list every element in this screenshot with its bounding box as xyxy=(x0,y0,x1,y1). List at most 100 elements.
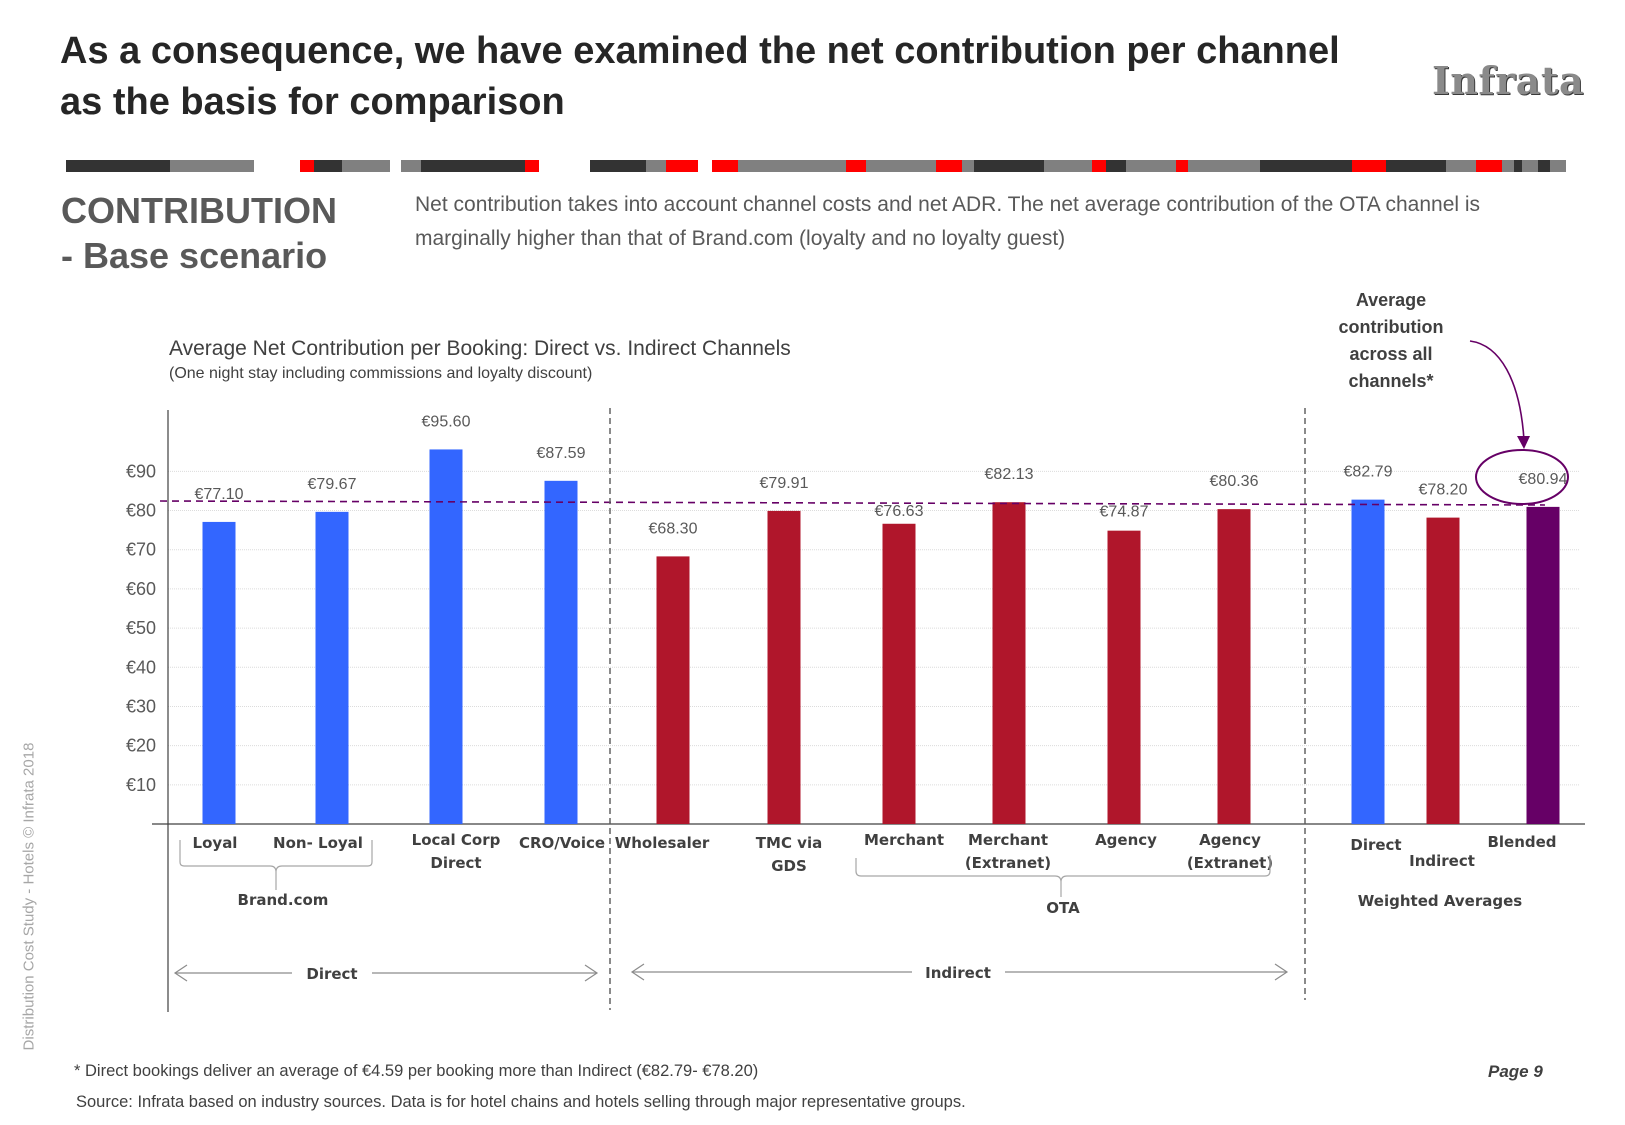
bar xyxy=(1107,530,1141,824)
section-title: CONTRIBUTION - Base scenario xyxy=(61,188,337,278)
bar xyxy=(315,511,349,824)
deco-segment xyxy=(1126,160,1176,172)
bar xyxy=(429,449,463,824)
average-annotation: Average contribution across all channels… xyxy=(1338,290,1444,391)
indirect-arrowhead-left xyxy=(630,963,645,981)
bar xyxy=(992,502,1026,824)
category-label: Merchant xyxy=(968,831,1048,849)
deco-segment xyxy=(170,160,254,172)
y-tick-label: €90 xyxy=(126,461,156,481)
bar-value-label: €79.67 xyxy=(308,476,357,493)
deco-segment xyxy=(300,160,314,172)
bar-value-label: €82.79 xyxy=(1344,464,1393,481)
category-label: Wholesaler xyxy=(615,834,710,852)
bar-value-label: €76.63 xyxy=(875,503,924,520)
bar-value-label: €68.30 xyxy=(649,520,698,537)
deco-segment xyxy=(1092,160,1106,172)
deco-segment xyxy=(1260,160,1352,172)
chart-title: Average Net Contribution per Booking: Di… xyxy=(169,337,791,360)
y-tick-label: €80 xyxy=(126,501,156,521)
bar-value-label: €79.91 xyxy=(760,475,809,492)
bar xyxy=(767,510,801,824)
deco-segment xyxy=(1352,160,1386,172)
deco-segment xyxy=(1538,160,1550,172)
source-note: Source: Infrata based on industry source… xyxy=(76,1093,966,1111)
bar xyxy=(656,556,690,824)
page-number: Page 9 xyxy=(1488,1062,1543,1081)
direct-arrowhead-right xyxy=(584,964,599,982)
deco-segment xyxy=(314,160,342,172)
deco-segment xyxy=(1522,160,1538,172)
deco-segment xyxy=(1550,160,1566,172)
ota-bracket xyxy=(855,855,1271,897)
page-title: As a consequence, we have examined the n… xyxy=(60,30,1340,123)
section-title-line1: CONTRIBUTION xyxy=(61,190,337,231)
copyright-side-note: Distribution Cost Study - Hotels © Infra… xyxy=(20,742,38,1051)
deco-segment xyxy=(738,160,846,172)
deco-segment xyxy=(421,160,525,172)
category-label: Local Corp xyxy=(412,831,501,849)
bar xyxy=(1426,517,1460,824)
category-label: Agency xyxy=(1095,831,1157,849)
category-label: Loyal xyxy=(193,834,238,852)
deco-segment xyxy=(646,160,666,172)
group-label-weighted: Weighted Averages xyxy=(1358,892,1523,910)
deco-segment xyxy=(1514,160,1522,172)
deco-segment xyxy=(962,160,974,172)
deco-segment xyxy=(1386,160,1446,172)
category-label: CRO/Voice xyxy=(519,834,605,852)
category-label: Direct xyxy=(1350,836,1401,854)
category-label: Merchant xyxy=(864,831,944,849)
bar xyxy=(202,521,236,824)
y-tick-label: €10 xyxy=(126,775,156,795)
bar-value-label: €95.60 xyxy=(422,413,471,430)
annotation-arrow xyxy=(1469,340,1525,441)
deco-segment xyxy=(1106,160,1126,172)
y-tick-label: €50 xyxy=(126,618,156,638)
footnote: * Direct bookings deliver an average of … xyxy=(74,1062,759,1080)
bar xyxy=(1351,499,1385,824)
category-label: Indirect xyxy=(1409,852,1475,870)
deco-segment xyxy=(846,160,866,172)
y-tick-label: €40 xyxy=(126,657,156,677)
blended-highlight-ellipse xyxy=(1475,449,1569,505)
bar-value-label: €78.20 xyxy=(1419,482,1468,499)
deco-segment xyxy=(1176,160,1188,172)
deco-segment xyxy=(1446,160,1476,172)
category-label: Blended xyxy=(1487,833,1556,851)
bar xyxy=(882,523,916,824)
y-tick-label: €70 xyxy=(126,540,156,560)
category-label: Direct xyxy=(430,854,481,872)
section-title-line2: - Base scenario xyxy=(61,235,328,276)
bar-value-label: €80.94 xyxy=(1519,471,1568,488)
average-line xyxy=(159,500,1546,506)
bar xyxy=(544,480,578,824)
section-description: Net contribution takes into account chan… xyxy=(415,193,1481,250)
y-tick-label: €60 xyxy=(126,579,156,599)
direct-arrowhead-left xyxy=(173,964,188,982)
category-label: TMC via xyxy=(756,834,822,852)
deco-segment xyxy=(342,160,390,172)
deco-segment xyxy=(666,160,698,172)
group-label-ota: OTA xyxy=(1046,899,1080,917)
annotation-arrowhead xyxy=(1517,436,1530,449)
category-label: Agency xyxy=(1199,831,1261,849)
deco-segment xyxy=(401,160,421,172)
infrata-logo: Infrata xyxy=(1432,58,1585,103)
y-tick-label: €20 xyxy=(126,736,156,756)
range-label-indirect: Indirect xyxy=(925,964,991,982)
deco-segment xyxy=(1188,160,1260,172)
indirect-arrowhead-right xyxy=(1274,963,1289,981)
bar-value-label: €80.36 xyxy=(1210,473,1259,490)
group-label-brand: Brand.com xyxy=(238,891,329,909)
deco-segment xyxy=(1502,160,1514,172)
category-label: GDS xyxy=(771,857,807,875)
deco-segment xyxy=(525,160,539,172)
deco-segment xyxy=(590,160,646,172)
range-label-direct: Direct xyxy=(306,965,357,983)
bar-value-label: €82.13 xyxy=(985,466,1034,483)
category-label: Non- Loyal xyxy=(273,834,363,852)
category-label: (Extranet) xyxy=(965,854,1051,872)
deco-segment xyxy=(712,160,738,172)
decorative-segment-bar xyxy=(66,160,1566,172)
